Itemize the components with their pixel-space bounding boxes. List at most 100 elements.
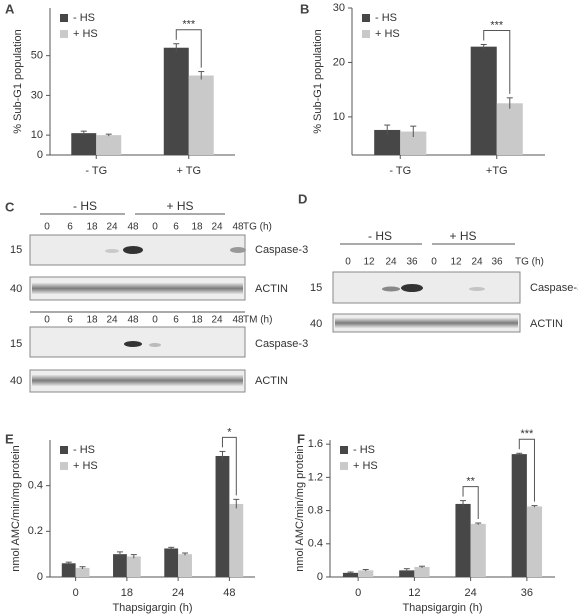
lane-label: 18 [191,315,203,326]
y-axis-label: % Sub-G1 population [312,29,324,134]
bar [163,47,189,155]
bar [526,506,543,577]
bar [400,131,427,155]
legend-label: + HS [73,28,98,40]
bar [126,556,141,577]
legend-swatch [60,30,68,38]
y-tick-label: 50 [31,50,43,62]
y-tick-label: 10 [31,129,43,141]
lane-label: 24 [211,315,223,326]
lane-label: 48 [232,315,244,326]
lane-label: 18 [86,315,98,326]
lane-label: 18 [86,222,98,233]
x-tick-label: 0 [355,587,361,599]
bar [358,570,374,577]
group-label: + HS [166,199,193,213]
marker-label: 40 [10,375,22,387]
legend-label: - HS [353,444,375,456]
y-tick-label: 0.4 [308,538,323,550]
y-axis-label: nmol AMC/min/mg protein [10,445,22,572]
lane-label: 0 [152,222,158,233]
x-tick-label: +TG [486,165,508,177]
lane-label: 48 [127,222,139,233]
blot-band [149,343,161,347]
significance-label: ** [466,476,475,488]
y-tick-label: 30 [333,2,345,14]
significance-label: *** [520,428,534,440]
panel-letter: D [298,191,307,206]
row-label: ACTIN [530,318,563,330]
x-tick-label: 12 [408,587,420,599]
y-tick-label: 1.2 [308,471,323,483]
significance-bracket [175,29,202,68]
x-tick-label: 48 [223,587,235,599]
lane-label: 18 [191,222,203,233]
bar [113,554,127,577]
y-tick-label: 0 [37,149,43,161]
lane-label: 36 [406,257,418,268]
row-label: Caspase-3 [255,338,308,350]
significance-bracket [462,486,479,520]
bar [399,570,415,577]
y-tick-label: 0 [317,571,323,583]
lane-label: 6 [67,315,73,326]
lane-label: 6 [67,222,73,233]
legend-swatch [362,14,370,22]
x-tick-label: 24 [465,587,477,599]
bar [215,455,230,577]
legend-swatch [60,446,68,454]
x-tick-label: - TG [389,165,411,177]
treatment-label: TG (h) [243,222,272,233]
lane-label: 24 [211,222,223,233]
bar [229,503,244,577]
blot-band [105,249,119,253]
blot-membrane [332,271,521,304]
bar [511,454,527,577]
lane-label: 24 [106,222,118,233]
lane-label: 36 [491,257,503,268]
row-label: Caspase-3 [255,244,308,256]
legend-swatch [60,14,68,22]
legend-label: + HS [353,460,378,472]
bar [414,567,430,577]
lane-label: 6 [173,222,179,233]
significance-bracket [518,438,535,502]
lane-label: 24 [471,257,483,268]
row-label: ACTIN [255,283,288,295]
legend-label: + HS [375,28,400,40]
legend-label: - HS [73,444,95,456]
blot-band [335,318,518,328]
blot-band [124,341,142,347]
bar [188,75,214,155]
bar [470,523,486,577]
significance-label: *** [490,19,504,31]
bar [75,567,90,577]
panel-letter: F [297,431,305,446]
blot-band [123,246,143,254]
bar [96,135,122,155]
blot-band [382,286,400,292]
treatment-label: TG (h) [515,257,544,268]
lane-label: 48 [232,222,244,233]
significance-label: * [227,426,232,438]
group-label: - HS [73,199,97,213]
group-label: + HS [449,229,476,243]
bar [178,554,192,577]
y-tick-label: 20 [333,56,345,68]
lane-label: 0 [431,257,437,268]
panel-letter: A [5,1,15,16]
bar [342,572,359,577]
legend-label: - HS [375,12,397,24]
marker-label: 40 [310,318,322,330]
lane-label: 0 [44,222,50,233]
legend-swatch [340,462,348,470]
lane-label: 24 [106,315,118,326]
panel-letter: C [5,199,15,214]
marker-label: 15 [10,338,22,350]
lane-label: 24 [385,257,397,268]
significance-bracket [483,29,511,94]
significance-label: *** [182,19,196,31]
legend-swatch [340,446,348,454]
blot-band [230,247,246,253]
